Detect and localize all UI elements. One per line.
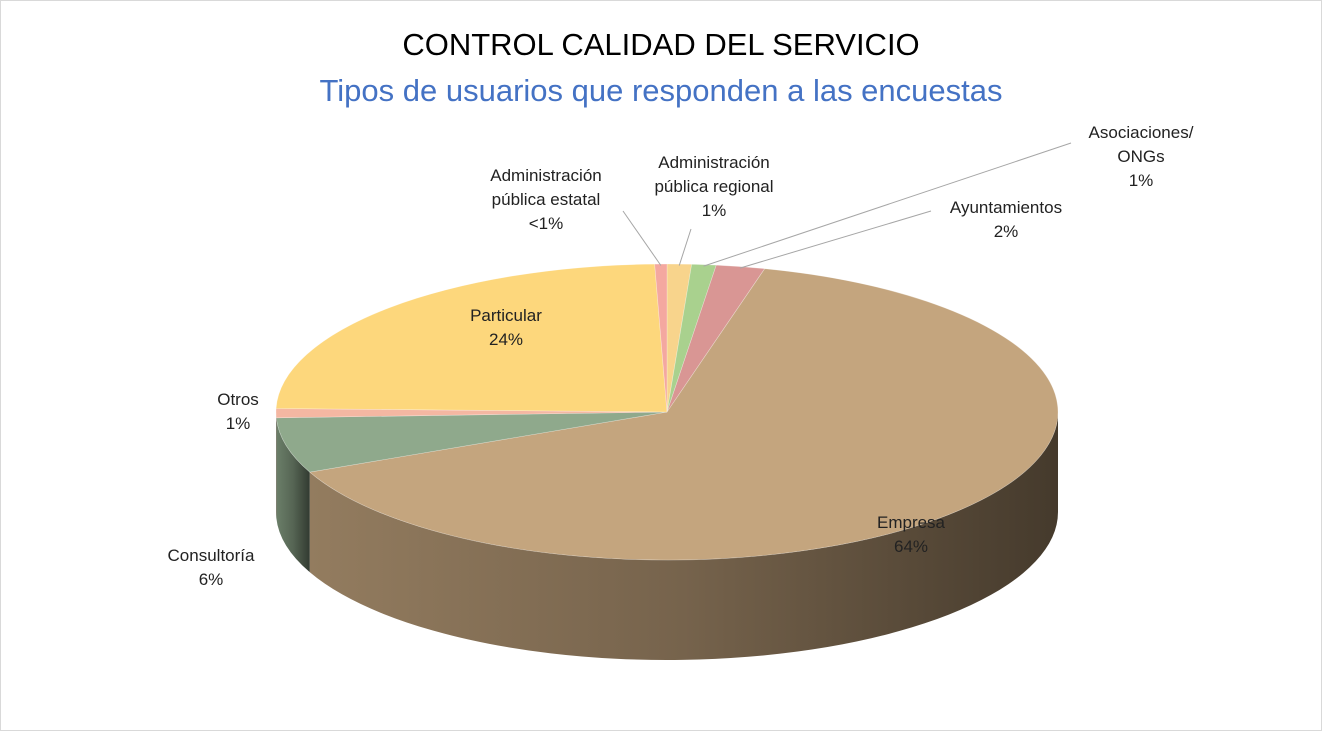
chart-title: CONTROL CALIDAD DEL SERVICIO <box>402 27 920 62</box>
slice-side <box>309 412 1058 660</box>
label-value: 6% <box>198 570 224 589</box>
leader-line <box>739 210 932 269</box>
slice <box>309 268 1059 561</box>
slice-side <box>276 417 310 573</box>
label-value: 2% <box>993 222 1019 241</box>
label-value: 24% <box>488 330 524 349</box>
label-value: 1% <box>225 414 251 433</box>
label-category: Administración pública regional <box>654 153 774 196</box>
slice <box>275 263 668 413</box>
label-value: 1% <box>1128 171 1154 190</box>
label-category: Administración pública estatal <box>490 166 602 209</box>
data-label: Asociaciones/ ONGs 1% <box>1086 121 1196 193</box>
data-label: Otros 1% <box>198 388 278 436</box>
label-value: <1% <box>528 214 564 233</box>
label-value: 64% <box>893 537 929 556</box>
slice <box>275 408 668 419</box>
slice <box>275 411 668 473</box>
leader-line <box>622 210 662 266</box>
slice <box>666 263 717 413</box>
label-category: Empresa <box>876 513 946 532</box>
leader-line <box>678 228 692 266</box>
slice <box>654 263 668 413</box>
data-label: Particular 24% <box>446 304 566 352</box>
label-category: Asociaciones/ ONGs <box>1088 123 1194 166</box>
label-category: Otros <box>217 390 259 409</box>
data-label: Ayuntamientos 2% <box>931 196 1081 244</box>
leader-line <box>703 142 1072 267</box>
data-label: Empresa 64% <box>851 511 971 559</box>
label-value: 1% <box>701 201 727 220</box>
label-category: Ayuntamientos <box>949 198 1063 217</box>
label-category: Consultoría <box>167 546 255 565</box>
chart-subtitle: Tipos de usuarios que responden a las en… <box>319 73 1003 108</box>
data-label: Administración pública estatal <1% <box>471 164 621 236</box>
data-label: Administración pública regional 1% <box>634 151 794 223</box>
label-category: Particular <box>470 306 542 325</box>
data-label: Consultoría 6% <box>151 544 271 592</box>
slice <box>666 264 766 413</box>
